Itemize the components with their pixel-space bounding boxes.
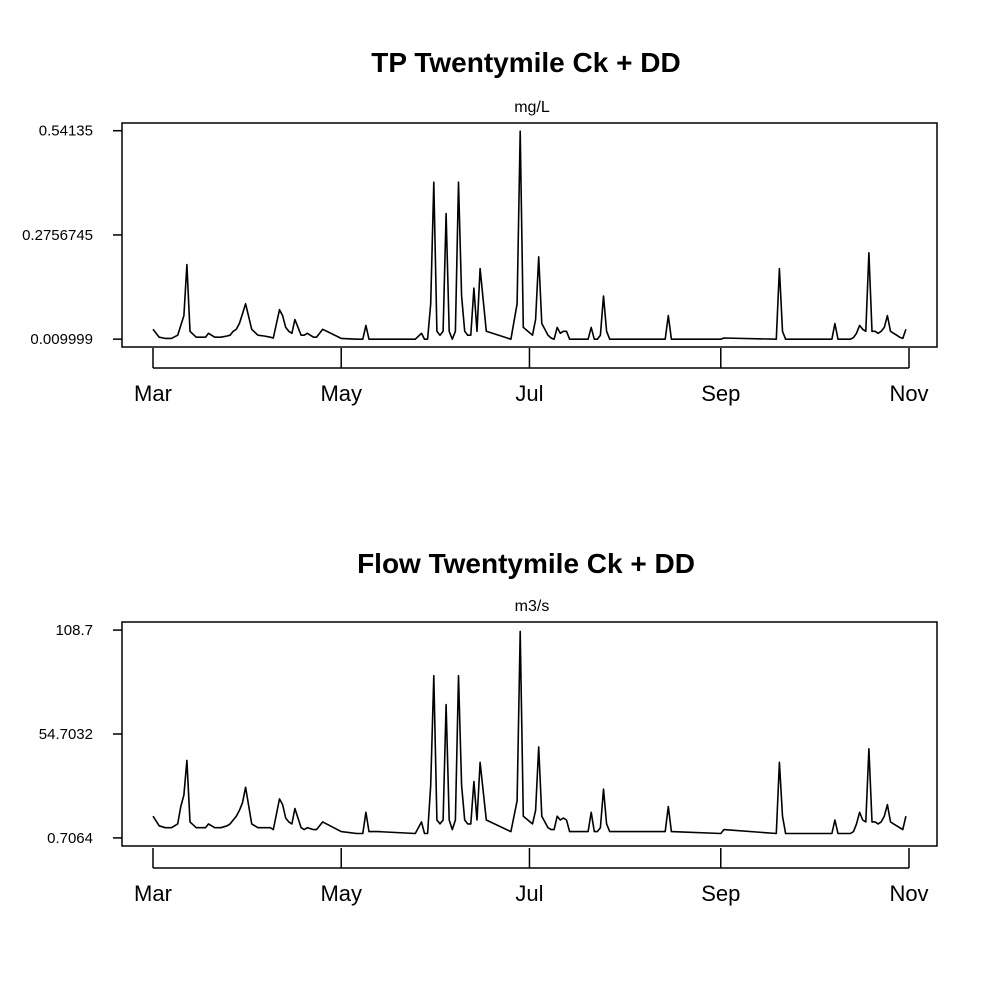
x-tick-label: Mar (134, 381, 172, 406)
tp-panel: TP Twentymile Ck + DD mg/L 0.54135 0.2756… (22, 47, 938, 406)
y-tick-label: 0.009999 (30, 331, 93, 348)
x-tick-label: Nov (889, 381, 928, 406)
x-tick-label: Jul (515, 381, 543, 406)
y-axis: 108.7 54.7032 0.7064 (39, 622, 122, 847)
y-tick-label: 0.54135 (39, 123, 93, 140)
tp-series-line (152, 130, 907, 340)
x-tick-label: Jul (515, 881, 543, 906)
y-axis: 0.54135 0.2756745 0.009999 (22, 123, 122, 348)
flow-series-line (152, 630, 907, 835)
plot-frame (121, 621, 938, 847)
x-tick-label: May (320, 881, 362, 906)
x-axis: Mar May Jul Sep Nov (134, 348, 929, 406)
y-tick-label: 0.7064 (47, 830, 93, 847)
y-tick-label: 108.7 (55, 622, 93, 639)
x-tick-label: Mar (134, 881, 172, 906)
chart-title: Flow Twentymile Ck + DD (357, 548, 695, 579)
x-tick-label: May (320, 381, 362, 406)
chart-subtitle: m3/s (515, 598, 550, 615)
y-tick-label: 54.7032 (39, 726, 93, 743)
flow-panel: Flow Twentymile Ck + DD m3/s 108.7 54.703… (39, 548, 938, 906)
x-tick-label: Sep (701, 381, 740, 406)
chart-title: TP Twentymile Ck + DD (371, 47, 680, 78)
x-axis: Mar May Jul Sep Nov (134, 848, 929, 906)
plot-frame (121, 122, 938, 348)
y-tick-label: 0.2756745 (22, 227, 93, 244)
chart-subtitle: mg/L (514, 99, 550, 116)
x-tick-label: Nov (889, 881, 928, 906)
x-tick-label: Sep (701, 881, 740, 906)
